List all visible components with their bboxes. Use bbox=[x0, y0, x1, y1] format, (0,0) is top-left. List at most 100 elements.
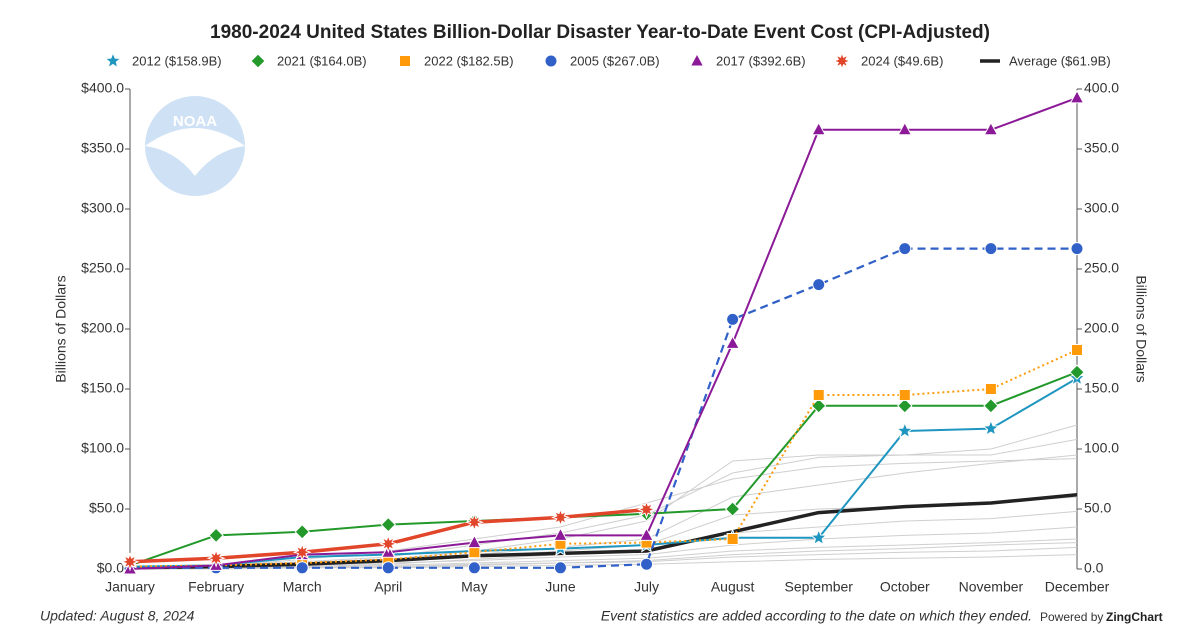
legend-label: Average ($61.9B) bbox=[1009, 53, 1111, 68]
powered-brand: ZingChart bbox=[1106, 610, 1163, 624]
y2-tick-label: 200.0 bbox=[1084, 320, 1119, 336]
marker bbox=[898, 389, 911, 401]
powered-by: Powered by bbox=[1040, 610, 1103, 624]
marker bbox=[208, 527, 224, 544]
marker bbox=[553, 561, 567, 575]
marker bbox=[640, 557, 654, 571]
marker bbox=[467, 534, 482, 549]
legend-label: 2012 ($158.9B) bbox=[132, 53, 222, 68]
y2-axis-label: Billions of Dollars bbox=[1133, 275, 1149, 382]
marker bbox=[984, 242, 998, 256]
series-line bbox=[129, 349, 1078, 568]
x-tick-label: February bbox=[188, 579, 244, 595]
y2-tick-label: 300.0 bbox=[1084, 200, 1119, 216]
marker bbox=[381, 561, 395, 575]
series-line bbox=[130, 247, 1077, 569]
marker bbox=[468, 546, 481, 559]
marker bbox=[544, 54, 558, 68]
marker bbox=[689, 52, 705, 67]
marker bbox=[378, 534, 398, 554]
x-tick-label: April bbox=[374, 579, 402, 595]
legend-label: 2022 ($182.5B) bbox=[424, 53, 514, 68]
y2-tick-label: 100.0 bbox=[1084, 440, 1119, 456]
y-tick-label: $0.0 bbox=[97, 560, 124, 576]
legend-label: 2005 ($267.0B) bbox=[570, 53, 660, 68]
marker bbox=[120, 552, 140, 572]
x-tick-label: January bbox=[105, 579, 155, 595]
marker bbox=[811, 121, 827, 136]
marker bbox=[294, 524, 310, 540]
y2-tick-label: 350.0 bbox=[1084, 140, 1119, 156]
logo-text: NOAA bbox=[173, 113, 217, 130]
marker bbox=[725, 335, 740, 349]
marker bbox=[982, 419, 1000, 437]
series-line bbox=[129, 492, 1078, 570]
marker bbox=[983, 398, 999, 414]
marker bbox=[897, 398, 913, 414]
series-line bbox=[129, 96, 1078, 570]
marker bbox=[726, 312, 740, 326]
other-year-line bbox=[129, 438, 1078, 569]
x-tick-label: March bbox=[283, 579, 322, 595]
marker bbox=[724, 501, 741, 517]
marker bbox=[898, 242, 912, 256]
marker bbox=[812, 389, 825, 401]
marker bbox=[380, 516, 397, 533]
marker bbox=[984, 383, 997, 395]
chart-title: 1980-2024 United States Billion-Dollar D… bbox=[210, 22, 990, 43]
x-tick-label: May bbox=[461, 579, 487, 595]
footnote: Event statistics are added according to … bbox=[601, 608, 1032, 624]
y2-tick-label: 0.0 bbox=[1084, 560, 1104, 576]
y-tick-label: $150.0 bbox=[81, 380, 124, 396]
x-tick-label: August bbox=[711, 579, 755, 595]
logo-circle bbox=[145, 96, 245, 196]
updated-note: Updated: August 8, 2024 bbox=[40, 608, 195, 624]
noaa-logo: NOAA bbox=[145, 96, 245, 196]
y-tick-label: $350.0 bbox=[81, 140, 124, 156]
x-tick-label: September bbox=[784, 579, 853, 595]
y2-tick-label: 400.0 bbox=[1084, 80, 1119, 96]
series-line bbox=[129, 377, 1078, 568]
x-tick-label: October bbox=[880, 579, 930, 595]
marker bbox=[399, 55, 411, 67]
x-tick-label: July bbox=[634, 579, 659, 595]
y-tick-label: $400.0 bbox=[81, 80, 124, 96]
marker bbox=[812, 278, 826, 292]
marker bbox=[1069, 364, 1085, 380]
marker bbox=[550, 507, 571, 527]
marker bbox=[1070, 242, 1084, 256]
y-tick-label: $300.0 bbox=[81, 200, 124, 216]
y-tick-label: $50.0 bbox=[89, 500, 124, 516]
x-tick-label: December bbox=[1045, 579, 1110, 595]
marker bbox=[295, 561, 309, 575]
marker bbox=[553, 527, 568, 541]
marker bbox=[983, 121, 999, 136]
marker bbox=[104, 51, 122, 69]
marker bbox=[206, 548, 226, 568]
marker bbox=[1069, 89, 1085, 104]
legend-label: 2024 ($49.6B) bbox=[861, 53, 943, 68]
marker bbox=[637, 500, 656, 519]
marker bbox=[1071, 344, 1083, 356]
marker bbox=[464, 512, 484, 532]
logo-gull bbox=[145, 128, 245, 176]
y2-tick-label: 250.0 bbox=[1084, 260, 1119, 276]
series-line bbox=[129, 371, 1078, 567]
marker bbox=[832, 51, 852, 71]
marker bbox=[639, 527, 654, 541]
marker bbox=[726, 533, 739, 545]
y-tick-label: $100.0 bbox=[81, 440, 124, 456]
y-tick-label: $250.0 bbox=[81, 260, 124, 276]
y-axis-label: Billions of Dollars bbox=[53, 275, 69, 382]
marker bbox=[895, 421, 914, 439]
legend-label: 2017 ($392.6B) bbox=[716, 53, 806, 68]
marker bbox=[250, 53, 266, 69]
marker bbox=[897, 121, 913, 136]
y-tick-label: $200.0 bbox=[81, 320, 124, 336]
y2-tick-label: 50.0 bbox=[1084, 500, 1111, 516]
legend-label: 2021 ($164.0B) bbox=[277, 53, 367, 68]
marker bbox=[809, 528, 828, 546]
x-tick-label: November bbox=[959, 579, 1024, 595]
marker bbox=[292, 542, 312, 562]
